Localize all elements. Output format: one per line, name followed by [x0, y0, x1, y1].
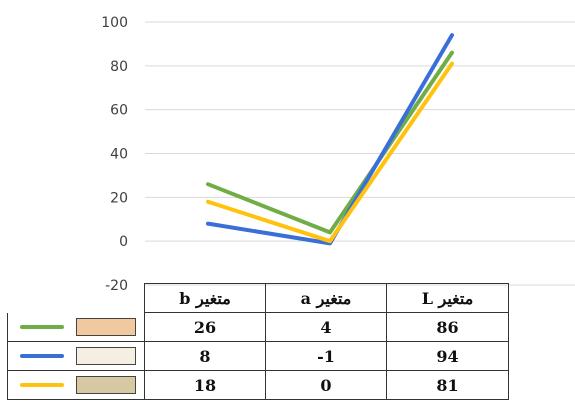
legend-cell [7, 341, 145, 371]
cell-l: 94 [386, 341, 509, 371]
series-lines [206, 33, 454, 246]
table-corner [8, 284, 145, 313]
header-b: متغیر b [144, 283, 266, 313]
legend-swatch-cream [76, 347, 136, 365]
legend-cell [7, 312, 145, 342]
cell-a: -1 [265, 341, 387, 371]
y-tick-label: 20 [110, 190, 128, 206]
legend-swatch-tan [76, 376, 136, 394]
cell-b: 18 [144, 370, 266, 400]
cell-b: 26 [144, 312, 266, 342]
series-line-2 [206, 61, 454, 244]
y-axis-ticks: 100 80 60 40 20 0 -20 [101, 15, 128, 290]
header-l: متغیر L [386, 283, 509, 313]
cell-l: 86 [386, 312, 509, 342]
table-row: 8 -1 94 [7, 341, 509, 371]
legend-line-blue [20, 354, 64, 358]
header-a: متغیر a [265, 283, 387, 313]
cell-b: 8 [144, 341, 266, 371]
cell-a: 0 [265, 370, 387, 400]
legend-line-green [20, 324, 64, 329]
data-table: متغیر b متغیر a متغیر L 26 4 86 8 -1 94 [7, 283, 509, 400]
legend-swatch-peach [76, 317, 136, 336]
legend-line-yellow [20, 383, 64, 387]
table-row: 18 0 81 [7, 370, 509, 400]
y-tick-label: 0 [119, 234, 128, 250]
table-row: 26 4 86 [7, 312, 509, 342]
y-tick-label: 80 [110, 59, 128, 75]
table-header-row: متغیر b متغیر a متغیر L [8, 283, 509, 313]
y-tick-label: 100 [101, 15, 128, 31]
series-line-1 [206, 33, 454, 246]
cell-l: 81 [386, 370, 509, 400]
line-chart: 100 80 60 40 20 0 -20 [101, 15, 575, 290]
y-tick-label: 40 [110, 147, 128, 163]
cell-a: 4 [265, 312, 387, 342]
gridlines [145, 21, 575, 286]
legend-cell [7, 370, 145, 400]
series-line-0 [206, 50, 454, 235]
y-tick-label: -20 [105, 278, 128, 290]
y-tick-label: 60 [110, 103, 128, 119]
